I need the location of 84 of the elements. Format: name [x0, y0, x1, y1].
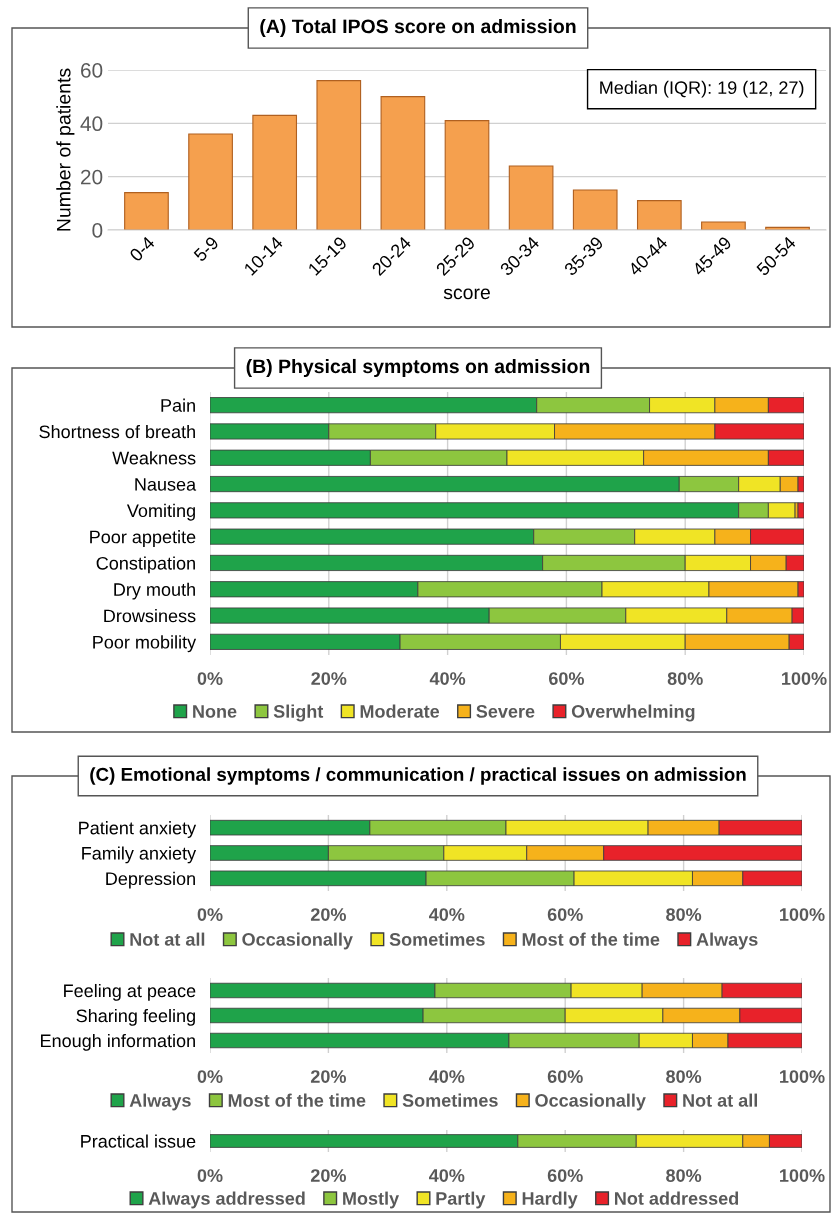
x-tick-label: 60%	[547, 1070, 583, 1083]
y-tick-label: Vomiting	[126, 503, 195, 521]
x-tick-label: 100%	[780, 908, 825, 921]
x-tick-label: 0%	[197, 1169, 223, 1182]
x-tick-label: 60%	[547, 908, 583, 921]
legend-label: Most of the time	[228, 1093, 366, 1107]
bar	[572, 189, 618, 230]
legend-label: Occasionally	[242, 932, 353, 950]
y-tick-label: 60	[81, 63, 103, 78]
chart-title: (C) Emotional symptoms / communication / practical issues on admission	[90, 767, 746, 785]
x-tick-label: 80%	[666, 1070, 702, 1083]
x-tick-label: 0%	[197, 1070, 223, 1083]
legend-label: Partly	[436, 1191, 486, 1209]
bar	[188, 133, 233, 230]
bar	[380, 96, 426, 230]
bar	[797, 502, 804, 519]
y-tick-label: Nausea	[135, 478, 197, 491]
x-tick-label: 80%	[667, 672, 703, 685]
x-tick-label: 40%	[429, 672, 466, 685]
y-tick-label: 20	[81, 169, 103, 185]
x-axis-title: score	[443, 288, 490, 300]
y-tick-label: Constipation	[96, 556, 195, 574]
x-tick-label: 0%	[197, 672, 223, 685]
x-tick-label: 100%	[782, 672, 827, 685]
y-tick-label: Enough information	[41, 1033, 195, 1051]
x-tick-label: 80%	[666, 1169, 702, 1182]
y-tick-label: Poor appetite	[90, 530, 196, 547]
bar	[444, 120, 490, 230]
x-tick-label: 5-9	[192, 235, 220, 263]
y-tick-label: Dry mouth	[114, 582, 195, 600]
x-tick-label: 60%	[548, 672, 584, 685]
legend-label: None	[193, 705, 237, 718]
bar	[316, 80, 362, 230]
y-tick-label: Patient anxiety	[79, 821, 197, 838]
legend-label: Not at all	[683, 1093, 757, 1107]
legend-label: Severe	[476, 705, 535, 718]
y-tick-label: Poor mobility	[93, 635, 197, 653]
legend-label: Always	[696, 932, 758, 950]
legend-label: Most of the time	[522, 932, 660, 946]
x-tick-label: 20%	[310, 1169, 346, 1182]
y-tick-label: Sharing feeling	[76, 1008, 195, 1026]
x-tick-label: 100%	[780, 1070, 825, 1083]
legend-label: Sometimes	[402, 1093, 498, 1107]
y-tick-label: Drowsiness	[104, 609, 196, 623]
x-tick-label: 40%	[429, 1070, 465, 1083]
bar	[508, 165, 554, 230]
x-tick-label: 100%	[780, 1169, 825, 1182]
y-axis-title: Number of patients	[56, 68, 75, 231]
legend-label: Mostly	[343, 1191, 400, 1209]
x-tick-label: 20%	[311, 672, 347, 685]
y-tick-label: Depression	[106, 871, 195, 889]
annotation: Median (IQR): 19 (12, 27)	[600, 80, 804, 98]
x-tick-label: 60%	[547, 1169, 583, 1182]
x-tick-label: 20%	[310, 908, 346, 921]
bar	[636, 200, 682, 230]
y-tick-label: Practical issue	[81, 1134, 196, 1148]
x-tick-label: 0-4	[128, 235, 156, 263]
y-tick-label: Shortness of breath	[39, 424, 195, 439]
y-tick-label: Family anxiety	[82, 846, 197, 864]
y-tick-label: 40	[80, 116, 103, 132]
y-tick-label: 0	[92, 223, 103, 238]
bar	[701, 221, 746, 230]
legend-label: Slight	[273, 704, 324, 722]
chart-title: (B) Physical symptoms on admission	[246, 358, 590, 378]
legend-label: Occasionally	[535, 1093, 646, 1111]
x-tick-label: 20%	[310, 1070, 346, 1083]
legend-label: Overwhelming	[571, 704, 695, 722]
legend-label: Sometimes	[389, 932, 485, 946]
text: Always	[129, 1093, 191, 1111]
bar	[252, 114, 298, 230]
legend-label: Moderate	[360, 704, 440, 718]
legend-label: Not at all	[130, 932, 205, 946]
chart-title: (A) Total IPOS score on admission	[260, 18, 576, 38]
y-tick-label: Weakness	[112, 451, 196, 465]
y-tick-label: Feeling at peace	[64, 983, 196, 1001]
x-tick-label: 40%	[429, 1169, 465, 1182]
bar	[124, 192, 169, 230]
x-tick-label: 0%	[197, 908, 223, 921]
legend-label: Not addressed	[615, 1191, 739, 1205]
legend-label: Always addressed	[148, 1191, 305, 1209]
x-tick-label: 80%	[666, 908, 702, 921]
x-tick-label: 40%	[429, 908, 465, 921]
legend-label: Hardly	[522, 1191, 578, 1209]
y-tick-label: Pain	[161, 398, 195, 412]
